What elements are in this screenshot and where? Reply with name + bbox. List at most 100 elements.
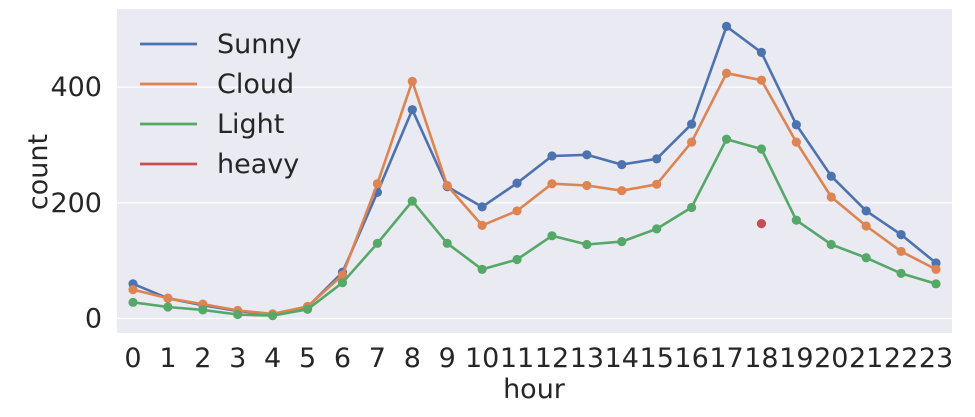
series-layer [128,21,941,321]
legend: Sunny Cloud Light heavy [140,29,301,180]
data-point [687,202,697,213]
data-point [163,293,173,303]
x-tick-label: 17 [709,343,743,374]
data-point [687,137,697,147]
data-point [302,304,313,314]
x-tick-label: 19 [779,343,813,374]
data-point [687,119,697,129]
data-point [721,21,732,31]
data-point [652,179,662,189]
x-tick-label: 8 [404,343,421,374]
series-heavy [756,219,767,229]
data-point [547,179,557,189]
x-tick-label: 23 [919,343,953,374]
data-point [652,224,662,234]
data-point [163,302,173,312]
data-point [128,297,138,307]
x-tick-label: 22 [884,343,918,374]
data-point [826,239,836,250]
data-point [617,236,627,247]
data-point [896,268,906,279]
data-point [233,309,243,320]
grid-lines [117,86,952,320]
x-tick-label: 3 [229,343,246,374]
data-point [337,278,348,288]
data-point [407,196,417,206]
x-tick-label: 6 [334,343,351,374]
y-tick-label: 200 [50,188,102,219]
series-cloud [128,68,941,319]
x-tick-label: 5 [299,343,316,374]
data-point [407,76,417,86]
x-tick-label: 12 [535,343,569,374]
legend-label: Cloud [217,69,294,100]
data-point [442,238,452,248]
data-point [128,285,138,295]
data-point [477,202,487,212]
x-tick-labels: 0 1 2 3 4 5 6 7 8 9 10 11 12 13 14 15 16 17 18 19 20 21 22 23 [124,343,953,374]
x-tick-label: 21 [849,343,883,374]
legend-label: Light [217,109,284,140]
data-point [826,171,836,181]
legend-label: Sunny [217,29,301,60]
x-tick-label: 20 [814,343,848,374]
data-point [372,238,382,248]
series-light [128,134,941,321]
data-point [756,75,767,85]
data-point [582,150,592,160]
x-tick-label: 1 [159,343,176,374]
data-point [861,221,871,231]
data-point [756,219,767,229]
x-tick-label: 14 [605,343,639,374]
x-tick-label: 10 [465,343,499,374]
series-line [131,71,938,316]
data-point [652,154,662,164]
data-point [931,279,941,289]
series-line [131,137,938,317]
x-tick-label: 18 [744,343,778,374]
data-point [791,215,801,225]
data-point [582,239,592,250]
data-point [198,305,208,315]
data-point [407,105,417,115]
data-point [617,160,627,170]
x-tick-label: 11 [500,343,534,374]
y-tick-labels: 0 200 400 [50,72,102,334]
data-point [756,144,767,154]
x-tick-label: 0 [124,343,141,374]
data-point [268,311,278,321]
data-point [512,178,522,188]
data-point [372,179,382,189]
data-point [512,254,522,265]
data-point [477,264,487,274]
data-point [791,120,801,130]
data-point [861,253,871,263]
data-point [931,258,941,268]
data-point [477,220,487,230]
data-point [896,230,906,240]
data-point [791,137,801,147]
data-point [721,68,732,78]
x-tick-label: 16 [674,343,708,374]
data-point [512,206,522,216]
y-tick-label: 400 [50,72,102,103]
data-point [861,206,871,216]
data-point [826,192,836,202]
x-tick-label: 15 [640,343,674,374]
data-point [931,264,941,274]
data-point [582,180,592,191]
data-point [547,231,557,241]
legend-label: heavy [217,149,299,180]
x-axis-label: hour [503,374,566,405]
x-tick-label: 7 [369,343,386,374]
y-tick-label: 0 [85,304,102,335]
data-point [547,151,557,161]
data-point [896,246,906,257]
y-axis-label: count [23,134,54,210]
x-tick-label: 13 [570,343,604,374]
data-point [756,47,767,57]
x-tick-label: 4 [264,343,281,374]
x-tick-label: 2 [194,343,211,374]
